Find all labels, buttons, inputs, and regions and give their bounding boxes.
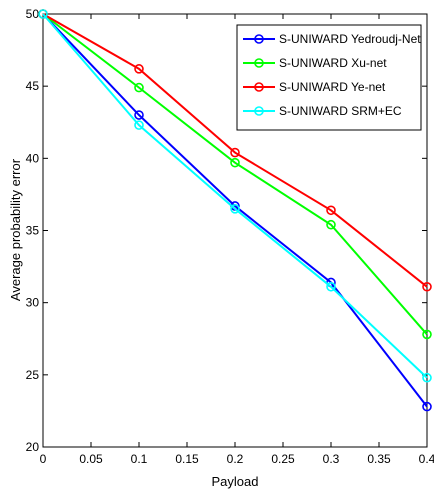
data-point — [326, 281, 336, 292]
x-tick-label: 0.2 — [227, 452, 244, 466]
data-point — [134, 110, 144, 120]
data-point — [134, 82, 144, 93]
data-point — [422, 372, 432, 383]
data-point — [38, 9, 48, 19]
y-tick-label: 30 — [26, 296, 40, 310]
data-point — [230, 147, 240, 158]
legend-marker — [254, 58, 264, 68]
series-line — [42, 13, 428, 336]
x-tick-label: 0.25 — [271, 452, 295, 466]
data-point — [230, 157, 240, 168]
x-tick-label: 0 — [40, 452, 47, 466]
y-tick-label: 40 — [26, 151, 40, 165]
y-tick-label: 50 — [26, 7, 40, 21]
legend-label: S-UNIWARD Xu-net — [279, 56, 387, 70]
data-point — [230, 204, 240, 214]
y-tick-label: 25 — [26, 368, 40, 382]
data-point — [422, 281, 432, 292]
data-point — [422, 401, 432, 412]
data-point — [134, 64, 144, 74]
series-line — [42, 13, 428, 379]
data-point — [326, 205, 336, 216]
legend-marker — [254, 106, 264, 116]
data-point — [134, 120, 144, 130]
x-tick-label: 0.4 — [419, 452, 434, 466]
series-line — [42, 13, 428, 288]
legend-label: S-UNIWARD Yedroudj-Net — [279, 32, 421, 46]
y-axis-ticks: 20 25 30 35 40 45 50 — [26, 7, 427, 454]
x-tick-label: 0.1 — [131, 452, 148, 466]
legend-box — [236, 24, 422, 131]
series-line — [42, 13, 428, 408]
x-tick-label: 0.05 — [79, 452, 103, 466]
legend-marker — [254, 82, 264, 92]
series-layer — [38, 9, 432, 412]
y-axis-title: Average probability error — [8, 158, 23, 301]
x-axis-title: Payload — [212, 474, 259, 489]
x-tick-label: 0.3 — [323, 452, 340, 466]
y-tick-label: 45 — [26, 79, 40, 93]
legend: S-UNIWARD Yedroudj-Net S-UNIWARD Xu-net S-… — [236, 24, 422, 131]
y-tick-label: 20 — [26, 440, 40, 454]
x-tick-label: 0.15 — [175, 452, 199, 466]
data-point — [326, 219, 336, 230]
data-point — [422, 329, 432, 340]
x-axis-ticks: 0 0.05 0.1 0.15 0.2 0.25 0.3 0.35 0.4 — [40, 14, 434, 466]
legend-label: S-UNIWARD SRM+EC — [279, 104, 402, 118]
y-tick-label: 35 — [26, 224, 40, 238]
x-tick-label: 0.35 — [367, 452, 391, 466]
legend-label: S-UNIWARD Ye-net — [279, 80, 386, 94]
legend-marker — [254, 34, 264, 44]
